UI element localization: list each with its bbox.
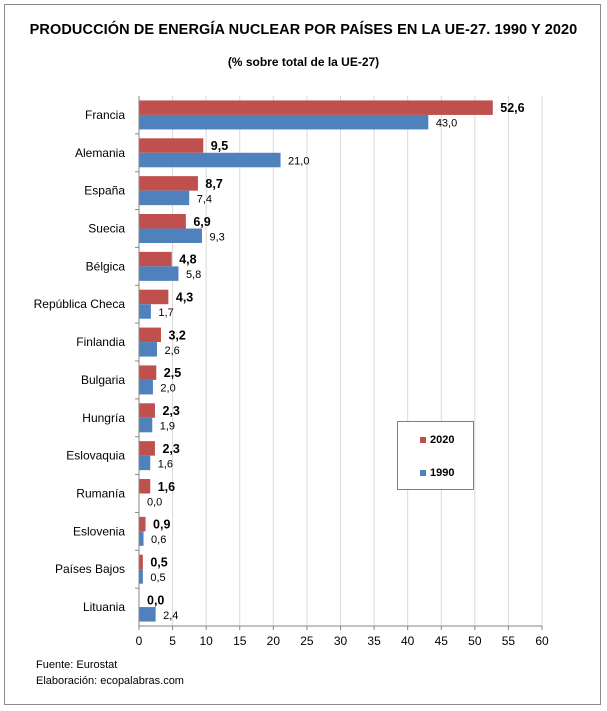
data-label-2020: 9,5 bbox=[211, 139, 228, 153]
bar-1990 bbox=[139, 266, 179, 281]
category-label: Bulgaria bbox=[81, 373, 125, 387]
data-label-1990: 1,9 bbox=[160, 421, 175, 433]
data-label-2020: 2,3 bbox=[162, 442, 179, 456]
bar-2020 bbox=[139, 176, 198, 191]
bar-1990 bbox=[139, 417, 153, 433]
category-label: Eslovaquia bbox=[66, 449, 125, 463]
x-tick-label: 60 bbox=[535, 634, 549, 648]
bar-1990 bbox=[139, 531, 144, 546]
bar-1990 bbox=[139, 569, 143, 584]
data-label-2020: 0,5 bbox=[150, 555, 167, 569]
bar-2020 bbox=[139, 327, 161, 343]
credit-line: Elaboración: ecopalabras.com bbox=[36, 675, 184, 687]
category-label: Francia bbox=[85, 108, 125, 122]
x-tick-label: 5 bbox=[169, 634, 176, 648]
data-label-2020: 2,3 bbox=[162, 404, 179, 418]
category-label: Suecia bbox=[88, 222, 125, 236]
legend-swatch-1990 bbox=[420, 470, 426, 476]
bar-1990 bbox=[139, 114, 429, 130]
bar-2020 bbox=[139, 100, 493, 115]
bar-1990 bbox=[139, 379, 153, 395]
bar-1990 bbox=[139, 342, 157, 357]
x-tick-label: 55 bbox=[502, 634, 516, 648]
data-label-2020: 6,9 bbox=[193, 215, 210, 229]
bar-2020 bbox=[139, 441, 155, 456]
chart-title: PRODUCCIÓN DE ENERGÍA NUCLEAR POR PAÍSES… bbox=[29, 22, 578, 38]
bar-2020 bbox=[139, 516, 146, 532]
data-label-1990: 7,4 bbox=[197, 193, 212, 205]
category-label: República Checa bbox=[34, 297, 126, 311]
x-tick-label: 25 bbox=[300, 634, 314, 648]
x-tick-label: 45 bbox=[435, 634, 449, 648]
bar-1990 bbox=[139, 455, 151, 471]
data-label-2020: 8,7 bbox=[205, 177, 222, 191]
data-label-2020: 4,8 bbox=[179, 253, 196, 267]
data-label-1990: 21,0 bbox=[288, 156, 309, 168]
data-label-1990: 0,5 bbox=[150, 572, 165, 584]
category-label: Rumanía bbox=[76, 487, 125, 501]
bar-2020 bbox=[139, 251, 172, 267]
source-line: Fuente: Eurostat bbox=[36, 659, 118, 671]
category-label: Lituania bbox=[83, 600, 125, 614]
data-label-2020: 0,0 bbox=[147, 593, 164, 607]
data-label-1990: 9,3 bbox=[209, 231, 224, 243]
category-label: Países Bajos bbox=[55, 562, 125, 576]
x-tick-label: 40 bbox=[401, 634, 415, 648]
bar-2020 bbox=[139, 479, 151, 494]
x-tick-label: 20 bbox=[267, 634, 281, 648]
category-label: Finlandia bbox=[76, 335, 125, 349]
legend-item-1990: 1990 bbox=[420, 467, 454, 479]
bar-2020 bbox=[139, 365, 157, 380]
data-label-1990: 0,6 bbox=[151, 534, 166, 546]
x-tick-label: 35 bbox=[367, 634, 381, 648]
chart-subtitle: (% sobre total de la UE-27) bbox=[227, 55, 380, 69]
legend-label-1990: 1990 bbox=[430, 467, 455, 479]
data-label-2020: 0,9 bbox=[153, 518, 170, 532]
data-label-1990: 5,8 bbox=[186, 269, 201, 281]
category-label: Hungría bbox=[82, 411, 125, 425]
legend-label-2020: 2020 bbox=[430, 434, 455, 446]
data-label-2020: 52,6 bbox=[500, 101, 524, 115]
category-label: España bbox=[84, 184, 125, 198]
x-tick-label: 50 bbox=[468, 634, 482, 648]
bar-1990 bbox=[139, 607, 156, 622]
data-label-1990: 2,0 bbox=[160, 383, 175, 395]
category-label: Bélgica bbox=[86, 259, 126, 273]
bar-2020 bbox=[139, 403, 155, 418]
bar-1990 bbox=[139, 152, 281, 168]
bar-1990 bbox=[139, 304, 151, 319]
x-tick-label: 15 bbox=[233, 634, 247, 648]
data-label-1990: 2,4 bbox=[163, 610, 178, 622]
x-tick-label: 0 bbox=[136, 634, 143, 648]
bar-2020 bbox=[139, 289, 169, 305]
legend-swatch-2020 bbox=[420, 437, 426, 443]
data-label-2020: 1,6 bbox=[158, 480, 175, 494]
data-label-1990: 2,6 bbox=[164, 345, 179, 357]
data-label-1990: 1,7 bbox=[158, 307, 173, 319]
data-label-2020: 4,3 bbox=[176, 290, 193, 304]
data-label-1990: 1,6 bbox=[158, 458, 173, 470]
bar-2020 bbox=[139, 554, 143, 570]
legend: 2020 1990 bbox=[397, 421, 474, 490]
category-label: Eslovenia bbox=[73, 524, 125, 538]
data-label-2020: 2,5 bbox=[164, 366, 181, 380]
source-note: Fuente: Eurostat Elaboración: ecopalabra… bbox=[36, 657, 184, 689]
category-label: Alemania bbox=[75, 146, 125, 160]
data-label-2020: 3,2 bbox=[168, 328, 185, 342]
chart-frame bbox=[4, 4, 601, 705]
bar-2020 bbox=[139, 214, 186, 229]
legend-item-2020: 2020 bbox=[420, 434, 454, 446]
x-tick-label: 10 bbox=[199, 634, 213, 648]
bar-2020 bbox=[139, 138, 204, 153]
bar-1990 bbox=[139, 228, 202, 243]
x-tick-label: 30 bbox=[334, 634, 348, 648]
data-label-1990: 43,0 bbox=[436, 118, 457, 130]
data-label-1990: 0,0 bbox=[147, 496, 162, 508]
bar-1990 bbox=[139, 190, 190, 206]
